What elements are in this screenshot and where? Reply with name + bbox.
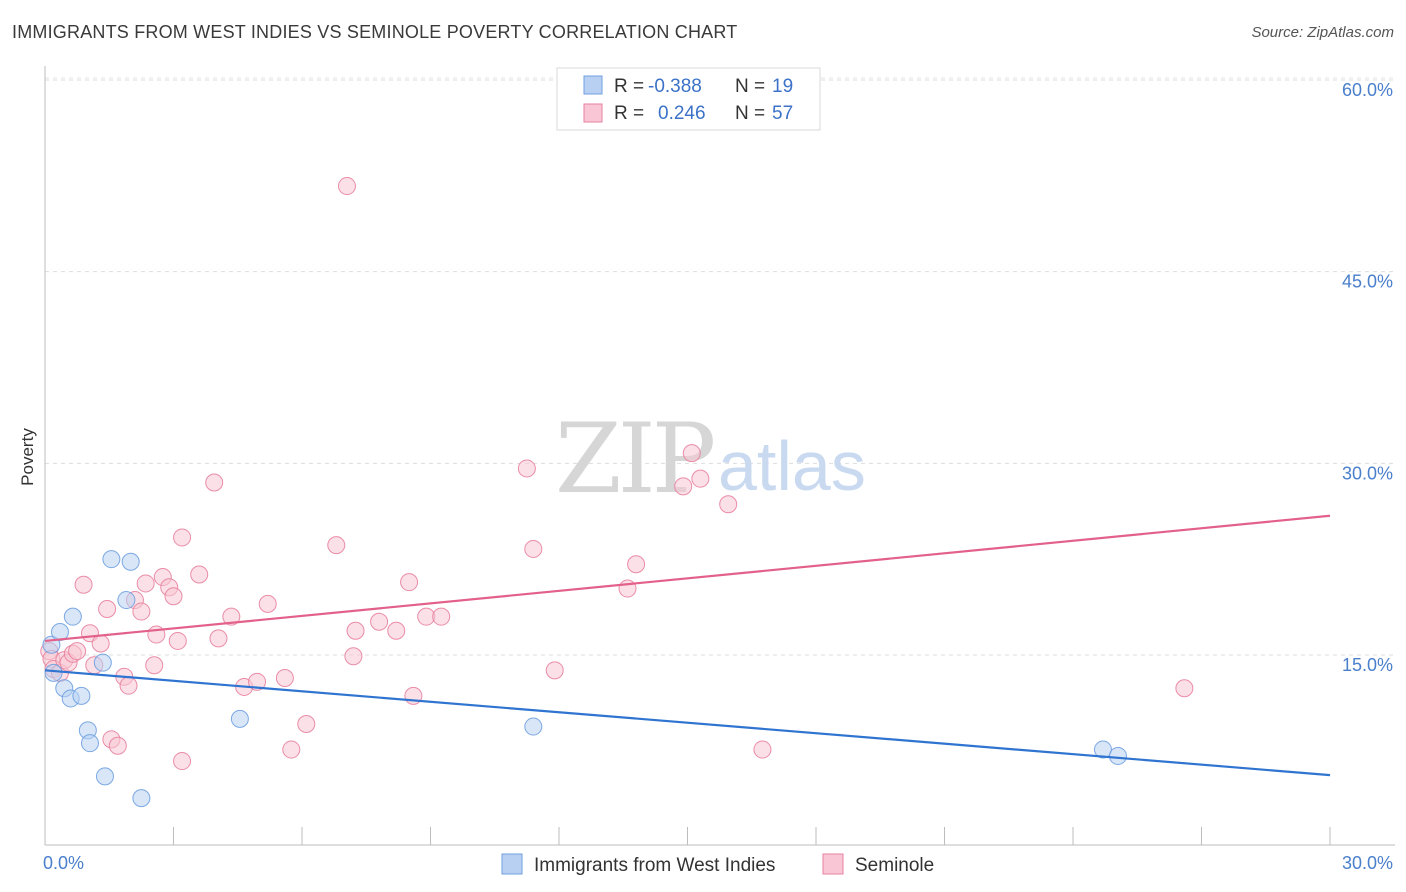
point-seminole-29: [205, 473, 224, 492]
point-west-indies-11: [102, 550, 121, 569]
y-tick-label-2: 45.0%: [1342, 272, 1393, 292]
y-tick-label-3: 60.0%: [1342, 80, 1393, 100]
point-seminole-52: [627, 555, 646, 574]
point-seminole-48: [517, 459, 536, 478]
legend-r-label-seminole: R =: [614, 103, 644, 124]
point-seminole-25: [168, 631, 187, 650]
point-seminole-37: [297, 715, 316, 733]
point-seminole-50: [545, 661, 564, 680]
chart-title: IMMIGRANTS FROM WEST INDIES VS SEMINOLE …: [12, 22, 738, 42]
point-west-indies-5: [63, 607, 82, 626]
watermark-atlas: atlas: [718, 427, 866, 505]
legend-n-label-west-indies: N =: [735, 76, 765, 97]
point-seminole-41: [346, 621, 365, 640]
trend-layer: [44, 514, 1331, 777]
point-seminole-42: [370, 612, 389, 631]
legend-r-value-seminole: 0.246: [658, 103, 706, 124]
legend-r-value-west-indies: -0.388: [648, 76, 702, 97]
point-seminole-58: [1175, 679, 1194, 698]
legend-swatch-west-indies: [583, 75, 603, 95]
point-seminole-57: [753, 740, 772, 759]
point-seminole-35: [275, 669, 294, 687]
point-west-indies-13: [121, 552, 140, 571]
legend-n-label-seminole: N =: [735, 103, 765, 124]
point-seminole-55: [691, 469, 710, 488]
point-west-indies-2: [44, 663, 63, 682]
point-seminole-19: [136, 574, 155, 593]
watermark: ZIP atlas: [555, 403, 866, 515]
point-west-indies-8: [80, 734, 99, 753]
point-seminole-18: [132, 602, 151, 621]
point-seminole-49: [524, 539, 543, 558]
point-seminole-20: [145, 656, 164, 675]
source-label: Source: ZipAtlas.com: [1251, 24, 1394, 41]
point-seminole-24: [164, 587, 183, 606]
y-axis-title: Poverty: [18, 428, 37, 486]
point-seminole-44: [400, 573, 419, 592]
point-seminole-46: [417, 607, 436, 626]
trend-line-seminole: [44, 514, 1331, 643]
point-west-indies-15: [230, 709, 249, 728]
point-seminole-53: [674, 477, 693, 496]
point-west-indies-17: [1093, 740, 1112, 759]
point-west-indies-12: [117, 591, 136, 610]
tick-labels: 15.0% 30.0% 45.0% 60.0% 0.0% 30.0%: [43, 80, 1393, 873]
points-layer: [40, 177, 1194, 808]
point-seminole-38: [327, 536, 346, 555]
bottom-legend-swatch-seminole: [822, 853, 844, 875]
top-legend: R = -0.388 N = 19 R = 0.246 N = 57: [556, 67, 821, 131]
legend-n-value-seminole: 57: [772, 103, 793, 124]
point-seminole-14: [108, 736, 127, 755]
y-tick-label-0: 15.0%: [1342, 655, 1393, 675]
trend-line-west-indies: [44, 669, 1331, 777]
point-seminole-27: [173, 752, 192, 771]
point-seminole-34: [258, 594, 277, 613]
point-west-indies-9: [93, 653, 112, 672]
point-seminole-12: [98, 600, 117, 618]
point-seminole-7: [68, 642, 87, 661]
axes: [44, 66, 1395, 846]
point-seminole-26: [173, 528, 192, 547]
bottom-legend: Immigrants from West Indies Seminole: [501, 853, 934, 876]
point-seminole-36: [282, 740, 301, 759]
gridlines: [45, 77, 1395, 656]
bottom-legend-swatch-west-indies: [501, 853, 523, 875]
legend-swatch-seminole: [583, 103, 603, 123]
point-west-indies-6: [72, 686, 91, 705]
point-west-indies-16: [524, 717, 543, 736]
y-tick-label-1: 30.0%: [1342, 463, 1393, 483]
legend-r-label-west-indies: R =: [614, 76, 644, 97]
point-seminole-28: [190, 565, 209, 584]
point-seminole-16: [119, 676, 138, 695]
point-seminole-11: [91, 634, 110, 653]
legend-n-value-west-indies: 19: [772, 76, 793, 97]
point-seminole-40: [344, 647, 363, 666]
point-seminole-8: [74, 575, 93, 594]
point-seminole-43: [387, 621, 406, 640]
bottom-legend-label-west-indies: Immigrants from West Indies: [534, 855, 775, 876]
point-west-indies-18: [1108, 746, 1127, 765]
point-seminole-47: [432, 607, 451, 626]
point-seminole-54: [682, 444, 701, 463]
x-tick-label-0: 0.0%: [43, 853, 84, 873]
point-seminole-30: [209, 629, 228, 648]
point-seminole-33: [248, 672, 267, 691]
point-west-indies-10: [95, 767, 114, 786]
x-tick-label-1: 30.0%: [1342, 853, 1393, 873]
point-seminole-39: [337, 177, 356, 196]
point-seminole-56: [719, 495, 738, 514]
bottom-legend-label-seminole: Seminole: [855, 855, 934, 876]
point-west-indies-14: [132, 789, 151, 808]
point-seminole-31: [222, 607, 241, 626]
